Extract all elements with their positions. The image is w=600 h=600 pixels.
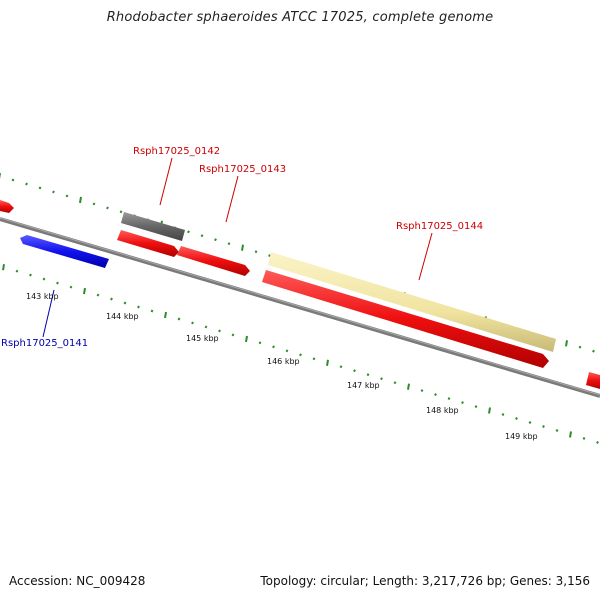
- scale-label-146: 146 kbp: [267, 357, 300, 366]
- scale-label-145: 145 kbp: [186, 334, 219, 343]
- minor-tick: [258, 341, 262, 345]
- leader-line-0144: [418, 232, 433, 281]
- minor-tick: [582, 436, 586, 440]
- minor-tick: [106, 206, 109, 210]
- minor-tick: [285, 349, 289, 353]
- minor-tick: [200, 234, 204, 238]
- major-tick: [164, 311, 167, 319]
- genome-backbone-highlight: [0, 217, 600, 396]
- minor-tick: [542, 425, 545, 428]
- minor-tick: [187, 230, 190, 234]
- leader-line-0143: [225, 175, 239, 223]
- minor-tick: [434, 393, 437, 397]
- minor-tick: [38, 186, 42, 190]
- major-tick: [2, 264, 5, 271]
- gene-label-0144[interactable]: Rsph17025_0144: [396, 221, 483, 232]
- minor-tick: [52, 190, 55, 194]
- gene-arrow-red-1[interactable]: [117, 230, 179, 257]
- gene-label-0141[interactable]: Rsph17025_0141: [1, 338, 88, 349]
- major-tick: [83, 287, 86, 295]
- minor-tick: [11, 178, 15, 182]
- minor-tick: [56, 281, 59, 285]
- minor-tick: [150, 309, 154, 313]
- minor-tick: [380, 377, 383, 381]
- minor-tick: [42, 277, 46, 281]
- leader-line-0141: [42, 289, 55, 338]
- minor-tick: [231, 333, 235, 337]
- minor-tick: [15, 269, 19, 273]
- map-title: Rhodobacter sphaeroides ATCC 17025, comp…: [106, 10, 494, 25]
- minor-tick: [420, 389, 424, 393]
- gene-label-0143[interactable]: Rsph17025_0143: [199, 164, 286, 175]
- minor-tick: [393, 381, 397, 385]
- scale-label-148: 148 kbp: [426, 406, 459, 415]
- scale-label-147: 147 kbp: [347, 381, 380, 390]
- minor-tick: [65, 194, 69, 198]
- minor-tick: [447, 397, 451, 401]
- minor-tick: [366, 373, 370, 377]
- minor-tick: [204, 325, 208, 329]
- minor-tick: [592, 349, 595, 353]
- minor-tick: [92, 202, 96, 206]
- major-tick: [407, 383, 410, 390]
- minor-tick: [299, 353, 302, 357]
- major-tick: [79, 196, 82, 204]
- gene-arrow-0142-hypothetical[interactable]: [121, 212, 185, 241]
- gene-label-0142[interactable]: Rsph17025_0142: [133, 146, 220, 157]
- minor-tick: [123, 301, 127, 305]
- gene-arrow-0141[interactable]: [20, 235, 109, 268]
- minor-tick: [69, 285, 73, 289]
- minor-tick: [110, 297, 113, 301]
- minor-tick: [596, 440, 599, 444]
- minor-tick: [119, 210, 123, 214]
- minor-tick: [272, 345, 275, 349]
- minor-tick: [191, 321, 194, 325]
- gene-arrow-0143[interactable]: [177, 246, 250, 276]
- minor-tick: [254, 250, 258, 254]
- genome-summary-text: Topology: circular; Length: 3,217,726 bp…: [260, 574, 590, 588]
- minor-tick: [578, 345, 582, 349]
- minor-tick: [353, 369, 356, 373]
- gene-arrow-0144[interactable]: [262, 270, 549, 368]
- gene-0144-feature[interactable]: [268, 252, 556, 352]
- leader-line-0142: [159, 157, 173, 206]
- gene-arrow-partial-left[interactable]: [0, 200, 14, 213]
- major-tick: [326, 359, 329, 366]
- minor-tick: [474, 405, 478, 409]
- minor-tick: [25, 182, 28, 186]
- minor-tick: [528, 421, 532, 424]
- major-tick: [245, 335, 248, 343]
- scale-label-143: 143 kbp: [26, 292, 59, 301]
- scale-label-144: 144 kbp: [106, 312, 139, 321]
- minor-tick: [339, 365, 343, 369]
- gene-arrow-partial-right[interactable]: [586, 372, 600, 389]
- minor-tick: [555, 429, 559, 432]
- major-tick: [565, 340, 568, 347]
- minor-tick: [137, 305, 140, 309]
- scale-label-149: 149 kbp: [505, 432, 538, 441]
- minor-tick: [214, 238, 217, 242]
- minor-tick: [227, 242, 231, 246]
- accession-text: Accession: NC_009428: [9, 574, 146, 588]
- major-tick: [488, 407, 491, 414]
- minor-tick: [312, 357, 316, 361]
- minor-tick: [268, 254, 271, 258]
- minor-tick: [515, 417, 518, 420]
- minor-tick: [461, 401, 464, 405]
- major-tick: [569, 431, 572, 438]
- tick-track-lower: [2, 264, 599, 444]
- genome-backbone: [0, 217, 600, 398]
- minor-tick: [501, 413, 505, 416]
- minor-tick: [96, 293, 100, 297]
- minor-tick: [177, 317, 181, 321]
- minor-tick: [218, 329, 221, 333]
- major-tick: [241, 244, 244, 251]
- minor-tick: [29, 273, 32, 277]
